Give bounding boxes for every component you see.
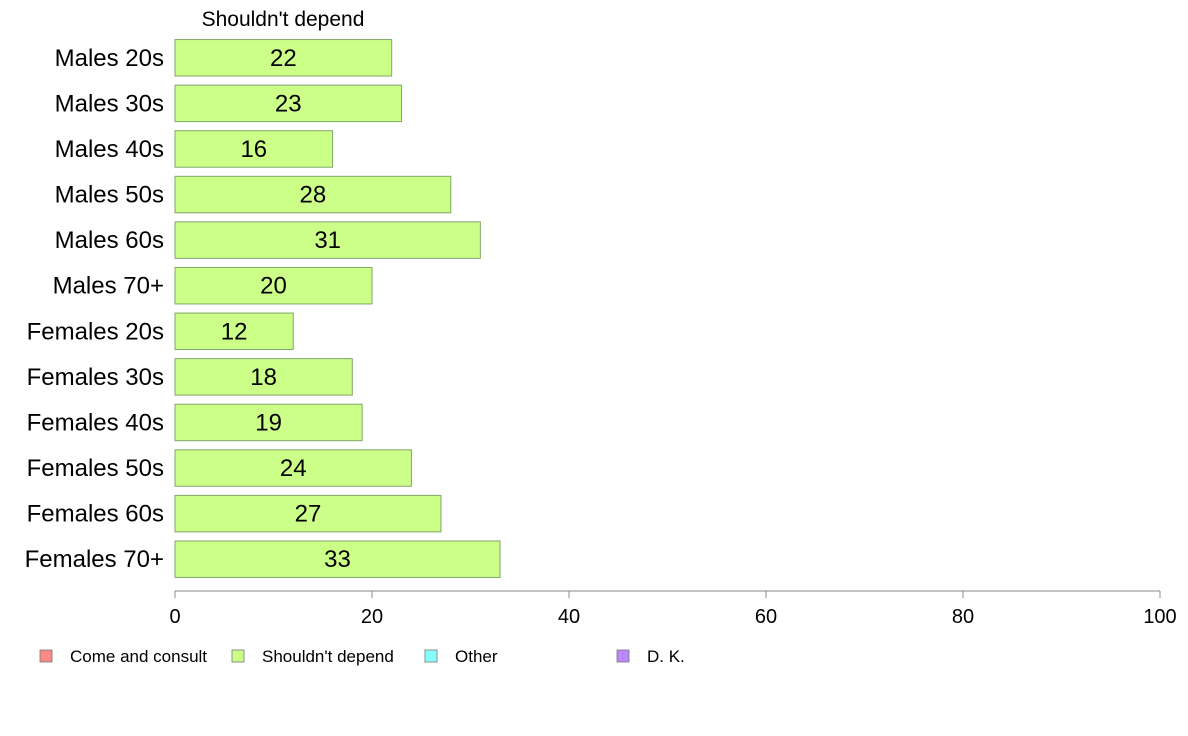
category-label: Males 20s (55, 45, 164, 72)
bar-value-label: 24 (280, 455, 307, 482)
x-tick-label: 20 (361, 606, 383, 628)
category-label: Males 30s (55, 90, 164, 117)
legend-label: D. K. (647, 647, 685, 666)
bar-value-label: 31 (314, 227, 341, 254)
category-label: Males 40s (55, 136, 164, 163)
bar (174, 403, 363, 442)
bar-value-label: 28 (300, 182, 327, 209)
bar-value-label: 16 (240, 136, 267, 163)
legend-swatch (616, 649, 630, 663)
bar (174, 39, 393, 77)
bar-value-label: 12 (221, 318, 248, 345)
bar-value-label: 23 (275, 90, 302, 117)
x-tick-label: 0 (169, 606, 180, 628)
x-axis: 0 20 40 60 80 100 (169, 590, 1177, 628)
bar (174, 221, 481, 259)
legend-swatch (424, 649, 438, 663)
category-label: Males 70+ (53, 273, 164, 300)
bar (174, 358, 353, 396)
legend-swatch (231, 649, 245, 663)
bar (174, 494, 442, 533)
legend-label: Come and consult (70, 647, 207, 666)
category-label: Females 40s (27, 409, 164, 436)
x-tick-label: 100 (1143, 606, 1176, 628)
column-header: Shouldn't depend (202, 8, 365, 31)
bar-value-label: 22 (270, 45, 297, 72)
bar (174, 84, 403, 123)
x-tick-label: 60 (755, 606, 777, 628)
x-tick-label: 80 (952, 606, 974, 628)
bar-value-label: 33 (324, 546, 351, 573)
category-label: Males 50s (55, 182, 164, 209)
category-label: Females 20s (27, 318, 164, 345)
bar (174, 540, 501, 578)
legend-label: Other (455, 647, 498, 666)
legend-swatch (39, 649, 53, 663)
legend-label: Shouldn't depend (262, 647, 394, 666)
x-tick-label: 40 (558, 606, 580, 628)
category-label: Females 30s (27, 364, 164, 391)
bar-value-label: 27 (295, 501, 322, 528)
bar (174, 449, 412, 487)
category-label: Females 70+ (25, 546, 164, 573)
category-label: Females 50s (27, 455, 164, 482)
bar-value-label: 20 (260, 273, 287, 300)
category-label: Males 60s (55, 227, 164, 254)
category-label: Females 60s (27, 501, 164, 528)
bar (174, 175, 452, 214)
bar (174, 312, 294, 351)
bar (174, 130, 334, 168)
bar-value-label: 19 (255, 409, 282, 436)
bar-value-label: 18 (250, 364, 277, 391)
legend: Come and consult Shouldn't depend Other D. … (39, 647, 685, 666)
bar (174, 266, 373, 305)
bars-group: Males 20s 22 Males 30s 23 Males 40s 16 Males 5… (25, 39, 501, 578)
